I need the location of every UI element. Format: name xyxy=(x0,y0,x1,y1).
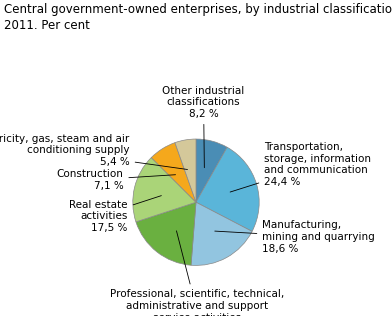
Text: Real estate
activities
17,5 %: Real estate activities 17,5 % xyxy=(69,196,162,233)
Text: Electricity, gas, steam and air
conditioning supply
5,4 %: Electricity, gas, steam and air conditio… xyxy=(0,134,187,169)
Text: Central government-owned enterprises, by industrial classification.
2011. Per ce: Central government-owned enterprises, by… xyxy=(4,3,392,32)
Text: Transportation,
storage, information
and communication
24,4 %: Transportation, storage, information and… xyxy=(230,142,371,192)
Text: Professional, scientific, technical,
administrative and support
service activiti: Professional, scientific, technical, adm… xyxy=(110,231,284,316)
Wedge shape xyxy=(175,139,196,202)
Wedge shape xyxy=(133,158,196,222)
Wedge shape xyxy=(191,202,252,265)
Wedge shape xyxy=(151,143,196,202)
Text: Construction
7,1 %: Construction 7,1 % xyxy=(56,169,176,191)
Wedge shape xyxy=(196,139,227,202)
Text: Manufacturing,
mining and quarrying
18,6 %: Manufacturing, mining and quarrying 18,6… xyxy=(215,220,375,254)
Wedge shape xyxy=(136,202,196,265)
Text: Other industrial
classifications
8,2 %: Other industrial classifications 8,2 % xyxy=(162,86,245,168)
Wedge shape xyxy=(196,147,259,231)
